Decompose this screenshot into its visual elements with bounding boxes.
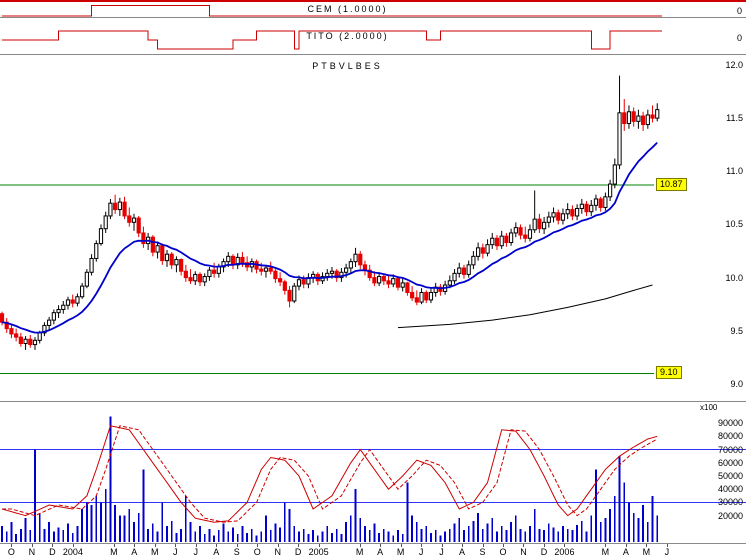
volume-panel: x100 90000 80000 70000 60000 50000 40000 30000… xyxy=(0,402,746,544)
volume-axis-tick: 40000 xyxy=(717,484,743,495)
volume-axis-tick: 60000 xyxy=(717,457,743,468)
volume-plot[interactable] xyxy=(0,402,746,544)
time-axis-month-label: J xyxy=(173,547,178,557)
time-axis-month-label: A xyxy=(377,547,384,557)
time-axis-tick xyxy=(216,544,218,547)
price-axis-tick: 11.5 xyxy=(726,113,743,124)
price-level-label-lower: 9.10 xyxy=(656,366,682,380)
price-axis-tick: 12.0 xyxy=(725,60,743,70)
time-axis-month-label: 2006 xyxy=(554,547,575,557)
price-level-label-upper: 10.87 xyxy=(656,178,687,192)
time-axis-month-label: O xyxy=(253,547,261,557)
time-axis-tick xyxy=(113,544,115,547)
time-axis-month-label: M xyxy=(601,547,610,557)
tito-indicator-plot[interactable] xyxy=(0,18,746,55)
time-axis-tick xyxy=(503,544,504,547)
time-axis-tick xyxy=(359,544,361,547)
price-axis-tick: 9.0 xyxy=(730,378,743,389)
time-axis-month-label: A xyxy=(213,547,220,557)
time-axis-tick xyxy=(195,544,197,547)
time-axis-tick xyxy=(257,544,259,547)
time-axis-month-label: 2004 xyxy=(62,547,83,557)
time-axis-tick xyxy=(482,544,484,547)
time-axis-tick xyxy=(666,544,668,547)
time-axis-tick xyxy=(543,544,545,547)
time-axis-tick xyxy=(11,544,13,547)
volume-axis-tick: 50000 xyxy=(717,471,743,481)
time-axis-month-label: S xyxy=(479,547,486,557)
time-axis-tick xyxy=(52,544,54,547)
indicator-panel-cem: CEM (1.0000) 0 xyxy=(0,0,746,18)
tito-axis-value: 0 xyxy=(736,33,742,43)
time-axis-tick xyxy=(564,544,566,547)
time-axis-tick xyxy=(605,544,607,547)
time-axis-tick xyxy=(646,544,648,547)
time-axis-tick xyxy=(400,544,402,547)
time-axis-month-label: M xyxy=(110,547,118,557)
time-axis-month-label: A xyxy=(622,547,629,557)
price-panel: PTBVLBES 10.87 9.10 12.0 11.5 11.0 10.5 10.0… xyxy=(0,55,746,402)
price-axis-tick: 10.0 xyxy=(725,272,743,283)
time-axis-month-label: O xyxy=(7,547,15,557)
time-axis-tick xyxy=(134,544,136,547)
time-axis-month-label: A xyxy=(459,547,466,557)
time-axis-tick xyxy=(462,544,464,547)
time-axis-month-label: 2005 xyxy=(308,547,329,557)
time-axis-tick xyxy=(72,544,74,547)
time-axis-tick xyxy=(318,544,320,547)
time-axis-tick xyxy=(298,544,300,547)
time-axis-month-label: M xyxy=(355,547,364,557)
volume-multiplier-label: x100 xyxy=(700,403,718,412)
time-axis-month-label: N xyxy=(28,547,36,557)
time-axis-month-label: J xyxy=(439,547,444,557)
time-axis-tick xyxy=(277,544,279,547)
candlestick-plot[interactable] xyxy=(0,55,746,402)
time-axis-month-label: N xyxy=(520,547,527,557)
time-axis-tick xyxy=(625,544,627,547)
time-axis-tick xyxy=(175,544,177,547)
time-axis: O N D 2004 M A M J J A S O N D 2005 M A M J J A S O N D 2006 M A M J xyxy=(0,544,746,557)
cem-axis-value: 0 xyxy=(736,6,742,16)
price-axis-tick: 11.0 xyxy=(726,166,743,177)
time-axis-month-label: J xyxy=(418,547,424,557)
time-axis-month-label: M xyxy=(642,547,651,557)
volume-axis-tick: 80000 xyxy=(717,431,743,442)
time-axis-month-label: N xyxy=(274,547,281,557)
cem-indicator-plot[interactable] xyxy=(0,2,746,20)
time-axis-tick xyxy=(441,544,443,547)
time-axis-month-label: D xyxy=(294,547,302,557)
time-axis-tick xyxy=(380,544,382,547)
time-axis-tick xyxy=(236,544,238,547)
volume-axis-tick: 70000 xyxy=(717,444,743,455)
volume-axis-tick: 30000 xyxy=(717,497,743,508)
time-axis-tick xyxy=(31,544,33,547)
price-axis-tick: 9.5 xyxy=(730,325,743,336)
time-axis-tick xyxy=(154,544,156,547)
time-axis-month-label: M xyxy=(396,547,405,557)
price-axis-tick: 10.5 xyxy=(725,219,743,230)
time-axis-month-label: S xyxy=(233,547,240,557)
indicator-panel-tito: TITO (2.0000) 0 xyxy=(0,18,746,55)
volume-axis-tick: 20000 xyxy=(717,510,743,521)
volume-axis-tick: 90000 xyxy=(717,418,743,429)
time-axis-month-label: D xyxy=(49,547,56,557)
time-axis-month-label: J xyxy=(193,547,199,557)
time-axis-tick xyxy=(523,544,525,547)
time-axis-month-label: O xyxy=(499,547,507,557)
time-axis-month-label: D xyxy=(540,547,548,557)
time-axis-tick xyxy=(421,544,423,547)
time-axis-month-label: A xyxy=(131,547,138,557)
time-axis-month-label: J xyxy=(664,547,670,557)
time-axis-month-label: M xyxy=(151,547,159,557)
